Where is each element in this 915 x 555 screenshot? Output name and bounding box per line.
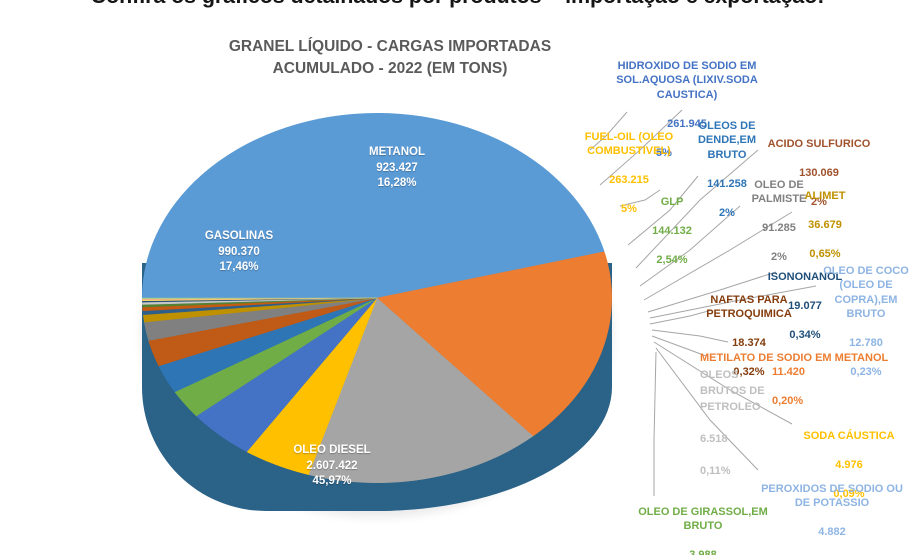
callout-oleos-de-dende-name: OLEOS DE DENDE,EM BRUTO — [697, 119, 757, 161]
callout-soda-caustica-percent: 0,09% — [833, 487, 865, 500]
callout-fuel-oil: FUEL-OIL (OLEO COMBUSTIVEL) 263.215 5% — [570, 115, 688, 231]
callout-peroxidos-de-sodio-value: 4.882 — [818, 526, 846, 539]
callout-isononanol-value: 19.077 — [788, 299, 822, 312]
callout-oleos-de-dende: OLEOS DE DENDE,EM BRUTO 141.258 2% — [692, 104, 762, 235]
banner-divider — [0, 14, 915, 15]
callout-acido-sulfurico: ACIDO SULFURICO 130.069 2% — [754, 122, 884, 224]
pie-slice — [142, 297, 378, 300]
callout-metilato-de-sodio: METILATO DE SODIO EM METANOL 11.420 0,20… — [700, 336, 914, 423]
pie-label-gasolinas: GASOLINAS 990.370 17,46% — [164, 229, 314, 276]
callout-fuel-oil-percent: 5% — [621, 203, 637, 216]
callout-alimet: ALIMET 36.679 0,65% — [788, 174, 862, 276]
callout-alimet-name: ALIMET — [804, 189, 846, 202]
pie-slice — [376, 251, 612, 437]
callout-soda-caustica-name: SODA CÁUSTICA — [803, 429, 895, 442]
callout-soda-caustica-value: 4.976 — [835, 458, 863, 471]
pie-label-gasolinas-name: GASOLINAS — [204, 230, 274, 242]
callout-acido-sulfurico-percent: 2% — [811, 195, 827, 208]
callout-isononanol: ISONONANOL 19.077 0,34% — [766, 255, 844, 357]
callout-isononanol-name: ISONONANOL — [767, 270, 843, 283]
pie-label-oleo-diesel-name: OLEO DIESEL — [293, 444, 371, 456]
callout-fuel-oil-value: 263.215 — [609, 174, 649, 187]
pie-label-oleo-diesel-percent: 45,97% — [312, 475, 352, 488]
callout-fuel-oil-name: FUEL-OIL (OLEO COMBUSTIVEL) — [584, 130, 674, 158]
callout-alimet-value: 36.679 — [808, 218, 842, 231]
page-title: Confira os gráficos detalhados por produ… — [0, 0, 915, 9]
callout-hidroxido-de-sodio-value: 261.945 — [667, 117, 707, 130]
callout-soda-caustica: SODA CÁUSTICA 4.976 0,09% — [790, 414, 908, 516]
callout-oleos-brutos-de-petroleo: OLEOS BRUTOS DE PETROLEO 6.518 0,11% — [700, 352, 770, 495]
callout-oleo-de-palmiste-percent: 2% — [771, 251, 787, 264]
pie-label-gasolinas-percent: 17,46% — [219, 261, 259, 274]
callout-naftas-para-petroquimica-name: NAFTAS PARA PETROQUIMICA — [706, 293, 792, 321]
callout-oleos-brutos-de-petroleo-value: 6.518 — [700, 432, 728, 445]
callout-metilato-de-sodio-value: 11.420 — [772, 366, 806, 379]
callout-oleos-brutos-de-petroleo-name: OLEOS BRUTOS DE PETROLEO — [700, 368, 765, 413]
callout-acido-sulfurico-value: 130.069 — [799, 166, 839, 179]
callout-metilato-de-sodio-percent: 0,20% — [772, 395, 804, 408]
callout-oleo-de-palmiste-name: OLEO DE PALMISTE — [751, 178, 807, 206]
callout-oleos-brutos-de-petroleo-percent: 0,11% — [700, 464, 731, 477]
callout-oleo-de-coco-value: 12.780 — [849, 337, 883, 350]
callout-oleo-de-palmiste: OLEO DE PALMISTE 91.285 2% — [738, 163, 820, 279]
chart-title-line-1: GRANEL LÍQUIDO - CARGAS IMPORTADAS — [228, 38, 552, 55]
callout-oleo-de-girassol-value: 3.988 — [630, 548, 776, 555]
callout-naftas-para-petroquimica: NAFTAS PARA PETROQUIMICA 18.374 0,32% — [700, 278, 798, 394]
callout-glp-value: 144.132 — [652, 224, 692, 237]
callout-peroxidos-de-sodio: PEROXIDOS DE SODIO OU DE POTASSIO 4.882 … — [752, 467, 912, 555]
callout-oleo-de-girassol-name: OLEO DE GIRASSOL,EM BRUTO — [638, 505, 768, 533]
pie-label-metanol-name: METANOL — [368, 146, 425, 158]
chart-title-line-2: ACUMULADO - 2022 (EM TONS) — [272, 60, 508, 78]
pie-slice — [142, 113, 605, 299]
chart-title: GRANEL LÍQUIDO - CARGAS IMPORTADAS ACUMU… — [150, 36, 630, 81]
callout-oleo-de-coco-name: OLEO DE COCO (OLEO DE COPRA),EM BRUTO — [823, 264, 909, 321]
pie-slice — [308, 297, 534, 483]
callout-oleos-de-dende-percent: 2% — [719, 206, 735, 219]
callout-oleo-de-coco: OLEO DE COCO (OLEO DE COPRA),EM BRUTO 12… — [820, 249, 912, 394]
callout-glp: GLP 144.132 2,54% — [640, 180, 704, 282]
pie-label-oleo-diesel: OLEO DIESEL 2.607.422 45,97% — [252, 443, 412, 490]
callout-glp-name: GLP — [660, 195, 684, 208]
pie-slices — [142, 113, 612, 483]
callout-acido-sulfurico-name: ACIDO SULFURICO — [767, 137, 871, 150]
callout-naftas-para-petroquimica-value: 18.374 — [732, 337, 766, 350]
pie-chart: METANOL 923.427 16,28% GASOLINAS 990.370… — [142, 113, 612, 533]
callout-isononanol-percent: 0,34% — [789, 328, 821, 341]
callout-hidroxido-de-sodio: HIDROXIDO DE SODIO EM SOL.AQUOSA (LIXIV.… — [612, 44, 762, 160]
callout-peroxidos-de-sodio-name: PEROXIDOS DE SODIO OU DE POTASSIO — [761, 482, 903, 510]
pie-face — [142, 113, 612, 483]
callout-oleo-de-coco-percent: 0,23% — [850, 366, 882, 379]
pie-label-metanol-percent: 16,28% — [377, 177, 417, 190]
callout-oleo-de-girassol: OLEO DE GIRASSOL,EM BRUTO 3.988 0,07% — [630, 490, 776, 555]
pie-label-gasolinas-value: 990.370 — [218, 245, 260, 258]
callout-hidroxido-de-sodio-name: HIDROXIDO DE SODIO EM SOL.AQUOSA (LIXIV.… — [616, 59, 758, 101]
callout-metilato-de-sodio-name: METILATO DE SODIO EM METANOL — [700, 351, 889, 364]
callout-hidroxido-de-sodio-percent: 5% — [656, 146, 672, 159]
callout-glp-percent: 2,54% — [656, 253, 688, 266]
pie-label-oleo-diesel-value: 2.607.422 — [306, 459, 358, 472]
callout-alimet-percent: 0,65% — [809, 247, 841, 260]
callout-naftas-para-petroquimica-percent: 0,32% — [733, 366, 765, 379]
pie-label-metanol-value: 923.427 — [376, 161, 418, 174]
pie-label-metanol: METANOL 923.427 16,28% — [322, 145, 472, 192]
callout-oleo-de-palmiste-value: 91.285 — [762, 222, 796, 235]
callout-oleos-de-dende-value: 141.258 — [707, 177, 747, 190]
